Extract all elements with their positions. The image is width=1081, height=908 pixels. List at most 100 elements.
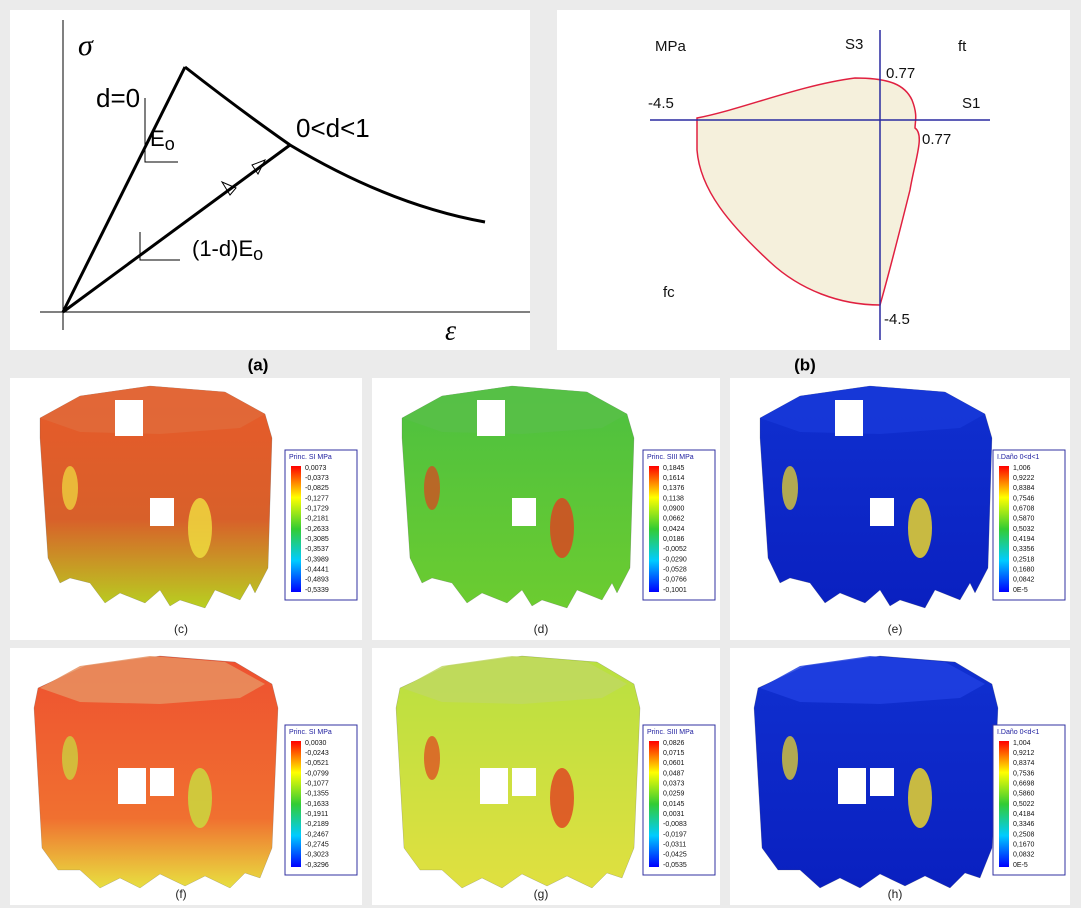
plot-panel: Princ. SIII MPa 0,1845 0,1614 0,1376 0,1138 0… (372, 378, 720, 640)
plot-panel: I.Daño 0<d<1 1,004 0,9212 0,8374 0,7536 0,669… (730, 648, 1070, 905)
legend-value: 0,0715 (663, 750, 685, 757)
opening (870, 498, 894, 526)
stress-spot (424, 736, 440, 780)
color-bar (649, 741, 659, 867)
label: E (150, 126, 165, 151)
mesh-top (402, 656, 627, 704)
legend-value: 0,0900 (663, 506, 685, 513)
stress-spot (62, 736, 78, 780)
elastic-branch (61, 66, 187, 313)
color-bar (291, 466, 301, 592)
label: (1-d)E (192, 236, 253, 261)
caption: (f) (175, 887, 186, 901)
legend-value: -0,0535 (663, 862, 687, 869)
legend-value: 0,0662 (663, 516, 685, 523)
legend-value: 0,5022 (1013, 801, 1035, 808)
color-bar (649, 466, 659, 592)
unload-arrow (220, 180, 237, 196)
legend-value: -0,1911 (305, 811, 328, 818)
unloading-branch (62, 143, 291, 314)
legend-value: 0,2518 (1013, 556, 1035, 563)
slope-triangle (144, 98, 178, 163)
legend-value: 0,0259 (663, 791, 685, 798)
stress-spot (908, 768, 932, 828)
legend-value: 0,1680 (1013, 567, 1035, 574)
label: fc (663, 284, 675, 301)
legend-value: 0,0601 (663, 760, 685, 767)
legend-value: -0,3989 (305, 556, 329, 563)
plot-panel: Princ. SI MPa 0,0030 -0,0243 -0,0521 -0,0799… (10, 648, 362, 905)
label: S1 (962, 95, 980, 112)
legend-value: -0,1633 (305, 801, 329, 808)
legend-value: -0,3085 (305, 536, 329, 543)
legend-value: 0,0832 (1013, 852, 1035, 859)
legend-value: -0,3537 (305, 546, 329, 553)
opening (512, 768, 536, 796)
plot-panel: I.Daño 0<d<1 1,006 0,9222 0,8384 0,7546 0,670… (730, 378, 1070, 640)
mesh-top (760, 386, 985, 434)
legend-value: 0,7536 (1013, 770, 1035, 777)
legend-value: -0,1077 (305, 781, 329, 788)
legend-value: -0,0425 (663, 852, 687, 859)
legend-value: 0,8384 (1013, 485, 1035, 492)
caption: (g) (534, 887, 549, 901)
legend-value: -0,0373 (305, 475, 329, 482)
legend-value: -0,1277 (305, 495, 329, 502)
stress-spot (188, 768, 212, 828)
legend-value: -0,0083 (663, 821, 687, 828)
legend-value: 0,4184 (1013, 811, 1035, 818)
label: 0.77 (922, 131, 951, 148)
legend-value: 0E-5 (1013, 862, 1028, 869)
legend-value: 1,004 (1013, 740, 1031, 747)
stress-spot (550, 768, 574, 828)
legend-value: -0,4441 (305, 567, 329, 574)
plot-panel: Princ. SIII MPa 0,0826 0,0715 0,0601 0,0487 0… (372, 648, 720, 905)
opening (838, 768, 866, 804)
opening (477, 400, 505, 436)
legend-value: 0,0031 (663, 811, 685, 818)
opening (870, 768, 894, 796)
legend-title: I.Daño 0<d<1 (997, 729, 1040, 736)
legend-value: 0,9212 (1013, 750, 1035, 757)
stress-spot (424, 466, 440, 510)
strain-symbol: ε (445, 315, 456, 346)
legend-value: 0,1670 (1013, 842, 1035, 849)
legend-value: -0,2189 (305, 821, 329, 828)
legend-value: -0,0197 (663, 831, 687, 838)
legend-value: -0,0052 (663, 546, 687, 553)
legend-value: -0,0825 (305, 485, 329, 492)
legend-value: 0,0186 (663, 536, 685, 543)
caption: (d) (534, 622, 549, 636)
opening (115, 400, 143, 436)
opening (150, 768, 174, 796)
legend-title: Princ. SIII MPa (647, 729, 694, 736)
stress-spot (782, 466, 798, 510)
panel-a (10, 10, 530, 350)
legend-value: 0,0030 (305, 740, 327, 747)
label: S3 (845, 36, 863, 53)
legend-value: -0,1355 (305, 791, 329, 798)
legend-value: 0,1138 (663, 495, 684, 502)
slope-triangle (139, 232, 180, 261)
reload-arrow (251, 159, 267, 175)
legend-value: 0,5870 (1013, 516, 1035, 523)
opening (118, 768, 146, 804)
legend-value: -0,0799 (305, 770, 329, 777)
stress-spot (782, 736, 798, 780)
legend-value: 0,1614 (663, 475, 685, 482)
legend-value: -0,0521 (305, 760, 329, 767)
legend-value: -0,3296 (305, 862, 329, 869)
legend-value: -0,3023 (305, 852, 329, 859)
subscript: o (253, 244, 263, 264)
color-bar (999, 466, 1009, 592)
label: Eo (150, 126, 175, 154)
legend-value: -0,0766 (663, 577, 687, 584)
legend-value: 0,0373 (663, 781, 685, 788)
failure-surface (696, 77, 921, 306)
legend-value: -0,2467 (305, 831, 329, 838)
opening (835, 400, 863, 436)
mesh-top (40, 386, 265, 434)
legend-value: 0,6698 (1013, 781, 1035, 788)
legend-value: -0,0243 (305, 750, 329, 757)
